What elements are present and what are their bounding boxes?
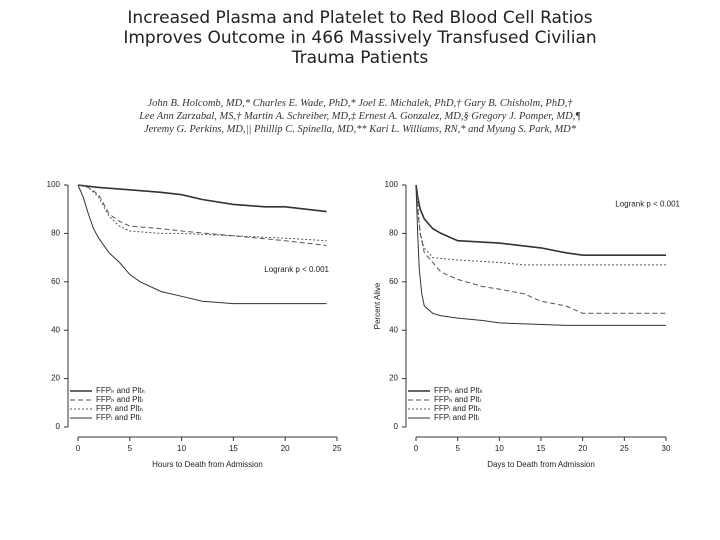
legend-label: FFPₗ and Pltₗ — [434, 413, 479, 422]
legend-label: FFPₗ and Pltₗ — [96, 413, 141, 422]
legend-label: FFPₕ and Pltₗ — [434, 395, 481, 404]
x-tick-label: 0 — [414, 444, 419, 453]
y-tick-label: 20 — [51, 374, 60, 383]
survival-curve — [77, 184, 327, 246]
x-tick-label: 20 — [281, 444, 290, 453]
x-tick-label: 25 — [620, 444, 629, 453]
author-line: Lee Ann Zarzabal, MS,† Martin A. Schreib… — [139, 111, 581, 122]
x-axis-label: Days to Death from Admission — [487, 460, 595, 469]
x-tick-label: 30 — [662, 444, 671, 453]
y-tick-label: 0 — [56, 422, 61, 431]
y-tick-label: 20 — [389, 374, 398, 383]
annotation: Logrank p < 0.001 — [264, 265, 329, 274]
title-line: Improves Outcome in 466 Massively Transf… — [123, 28, 597, 48]
x-tick-label: 20 — [578, 444, 587, 453]
survival-curve — [415, 184, 666, 314]
x-tick-label: 10 — [177, 444, 186, 453]
y-tick-label: 40 — [389, 325, 398, 334]
y-tick-label: 100 — [385, 180, 399, 189]
y-tick-label: 60 — [51, 277, 60, 286]
x-tick-label: 15 — [537, 444, 546, 453]
legend-label: FFPₗ and Pltₕ — [434, 404, 481, 413]
y-tick-label: 60 — [389, 277, 398, 286]
author-line: Jeremy G. Perkins, MD,|| Phillip C. Spin… — [143, 124, 577, 135]
x-tick-label: 25 — [333, 444, 342, 453]
y-tick-label: 0 — [394, 422, 399, 431]
y-tick-label: 40 — [51, 325, 60, 334]
survival-curve — [77, 184, 327, 213]
y-tick-label: 80 — [389, 229, 398, 238]
title-line: Trauma Patients — [291, 48, 429, 68]
annotation: Logrank p < 0.001 — [615, 199, 680, 208]
x-tick-label: 15 — [229, 444, 238, 453]
y-tick-label: 100 — [47, 180, 61, 189]
survival-curve — [415, 184, 666, 256]
survival-curve — [415, 184, 666, 266]
x-tick-label: 10 — [495, 444, 504, 453]
legend-label: FFPₕ and Pltₕ — [434, 386, 483, 395]
x-tick-label: 5 — [128, 444, 133, 453]
survival-curve — [77, 184, 327, 242]
legend-label: FFPₕ and Pltₗ — [96, 395, 143, 404]
survival-curve — [415, 184, 666, 326]
author-line: John B. Holcomb, MD,* Charles E. Wade, P… — [147, 98, 573, 109]
x-tick-label: 5 — [455, 444, 460, 453]
legend-label: FFPₗ and Pltₕ — [96, 404, 143, 413]
y-axis-label: Percent Alive — [373, 282, 382, 329]
title-line: Increased Plasma and Platelet to Red Blo… — [127, 8, 593, 28]
y-tick-label: 80 — [51, 229, 60, 238]
x-axis-label: Hours to Death from Admission — [152, 460, 263, 469]
legend-label: FFPₕ and Pltₕ — [96, 386, 145, 395]
survival-curve — [77, 184, 327, 305]
x-tick-label: 0 — [76, 444, 81, 453]
